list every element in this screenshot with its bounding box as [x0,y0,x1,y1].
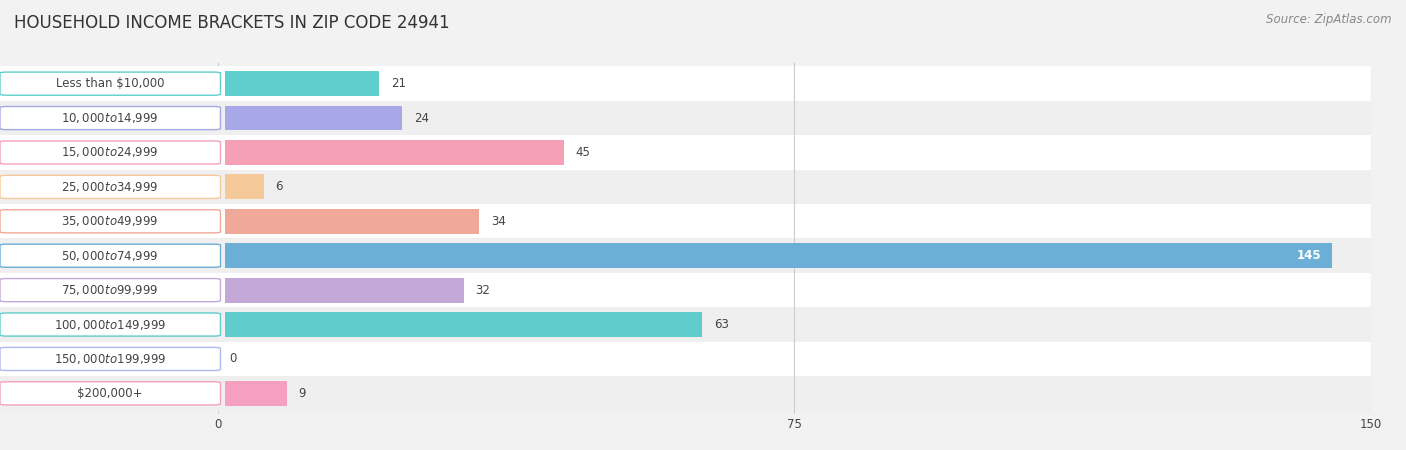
Text: $75,000 to $99,999: $75,000 to $99,999 [62,283,159,297]
FancyBboxPatch shape [0,279,221,302]
Bar [218,273,1371,307]
Bar [218,312,702,337]
Bar [218,278,464,302]
Text: $50,000 to $74,999: $50,000 to $74,999 [62,249,159,263]
Bar [218,71,380,96]
Text: 0: 0 [229,352,236,365]
Bar [0,238,225,273]
Bar [218,342,1371,376]
Bar [218,67,1371,101]
Text: $200,000+: $200,000+ [77,387,143,400]
Text: HOUSEHOLD INCOME BRACKETS IN ZIP CODE 24941: HOUSEHOLD INCOME BRACKETS IN ZIP CODE 24… [14,14,450,32]
Bar [0,376,225,410]
Bar [218,140,564,165]
Text: $10,000 to $14,999: $10,000 to $14,999 [62,111,159,125]
Text: Less than $10,000: Less than $10,000 [56,77,165,90]
Text: $15,000 to $24,999: $15,000 to $24,999 [62,145,159,159]
Text: 21: 21 [391,77,406,90]
Bar [0,307,225,342]
Bar [218,238,1371,273]
Text: 9: 9 [298,387,307,400]
Bar [0,342,225,376]
FancyBboxPatch shape [0,347,221,370]
FancyBboxPatch shape [0,313,221,336]
Bar [218,209,479,234]
Bar [218,243,1333,268]
FancyBboxPatch shape [0,72,221,95]
Text: $35,000 to $49,999: $35,000 to $49,999 [62,214,159,228]
Bar [218,101,1371,135]
Text: 45: 45 [575,146,591,159]
Bar [218,307,1371,342]
Text: Source: ZipAtlas.com: Source: ZipAtlas.com [1267,14,1392,27]
Text: $25,000 to $34,999: $25,000 to $34,999 [62,180,159,194]
Text: 6: 6 [276,180,283,194]
FancyBboxPatch shape [0,107,221,130]
FancyBboxPatch shape [0,210,221,233]
Bar [218,175,264,199]
Text: 34: 34 [491,215,506,228]
FancyBboxPatch shape [0,244,221,267]
Bar [218,376,1371,410]
Bar [0,101,225,135]
Text: 63: 63 [714,318,728,331]
FancyBboxPatch shape [0,176,221,198]
Bar [218,381,287,406]
Bar [0,170,225,204]
Bar [218,204,1371,238]
Bar [218,106,402,130]
Bar [0,273,225,307]
Bar [0,204,225,238]
FancyBboxPatch shape [0,141,221,164]
FancyBboxPatch shape [0,382,221,405]
Text: 145: 145 [1296,249,1320,262]
Bar [218,170,1371,204]
Bar [0,67,225,101]
Bar [0,135,225,170]
Bar [218,135,1371,170]
Text: 32: 32 [475,284,491,297]
Text: $100,000 to $149,999: $100,000 to $149,999 [53,318,166,332]
Text: $150,000 to $199,999: $150,000 to $199,999 [53,352,166,366]
Text: 24: 24 [413,112,429,125]
